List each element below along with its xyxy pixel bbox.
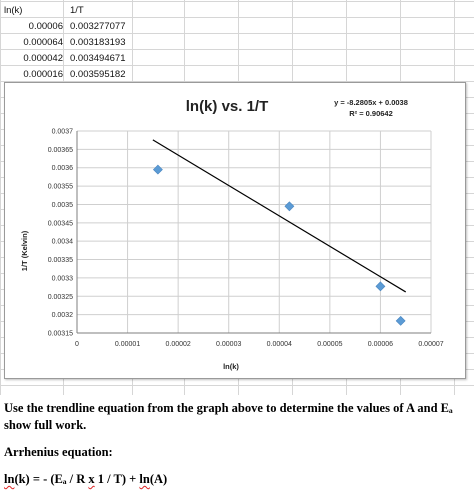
y-tick-label: 0.0033 — [52, 275, 74, 282]
r-squared-label[interactable]: R² = 0.90642 — [349, 109, 393, 118]
x-tick-label: 0.00006 — [368, 341, 393, 348]
y-axis-label: 1/T (Kelvin) — [20, 230, 29, 271]
y-tick-label: 0.0036 — [52, 165, 74, 172]
data-point[interactable] — [152, 164, 163, 175]
y-tick-label: 0.00335 — [48, 257, 73, 264]
cell-a5[interactable]: 0.000016 — [23, 69, 63, 80]
y-tick-label: 0.00325 — [48, 294, 73, 301]
formula-rest: 1 / T) + — [94, 472, 140, 486]
y-tick-label: 0.0037 — [52, 129, 74, 136]
cell-b3[interactable]: 0.003183193 — [70, 37, 126, 48]
header-lnk[interactable]: ln(k) — [4, 5, 23, 16]
chart-title[interactable]: ln(k) vs. 1/T — [186, 98, 269, 115]
trendline[interactable] — [152, 139, 407, 293]
cell-b4[interactable]: 0.003494671 — [70, 53, 126, 64]
arrhenius-formula: ln(k) = - (Eₐ / R x 1 / T) + ln(A) — [4, 471, 470, 488]
y-tick-labels: 0.00315 0.0032 0.00325 0.0033 0.00335 0.0034 0… — [48, 129, 73, 338]
data-point[interactable] — [284, 201, 295, 212]
cell-b5[interactable]: 0.003595182 — [70, 69, 126, 80]
x-tick-label: 0.00005 — [317, 341, 342, 348]
y-tick-label: 0.0035 — [52, 202, 74, 209]
gridlines — [76, 130, 432, 334]
x-tick-label: 0.00003 — [216, 341, 241, 348]
cell-a2[interactable]: 0.00006 — [28, 21, 63, 32]
formula-x: x — [88, 472, 95, 486]
chart-container[interactable]: 0.00315 0.0032 0.00325 0.0033 0.00335 0.0034 0… — [4, 82, 466, 379]
y-tick-label: 0.00355 — [48, 184, 73, 191]
y-tick-label: 0.00315 — [48, 331, 73, 338]
x-tick-label: 0.00001 — [115, 341, 140, 348]
data-point[interactable] — [375, 281, 386, 292]
spreadsheet: ln(k) 1/T 0.00006 0.003277077 0.000064 0… — [0, 0, 474, 395]
y-tick-label: 0.0034 — [52, 239, 74, 246]
header-inv-t[interactable]: 1/T — [70, 5, 84, 16]
y-tick-label: 0.00365 — [48, 147, 73, 154]
instruction-text: Use the trendline equation from the grap… — [4, 401, 453, 432]
y-tick-label: 0.0032 — [52, 312, 74, 319]
formula-middle: (k) = - (Eₐ / R — [14, 472, 89, 486]
cell-b2[interactable]: 0.003277077 — [70, 21, 126, 32]
data-point[interactable] — [395, 315, 406, 326]
scatter-plot: 0.00315 0.0032 0.00325 0.0033 0.00335 0.0034 0… — [20, 98, 444, 371]
trendline-equation[interactable]: y = -8.2805x + 0.0038 — [334, 98, 408, 107]
cell-a4[interactable]: 0.000042 — [23, 53, 63, 64]
arrhenius-label: Arrhenius equation: — [4, 445, 113, 459]
question-text: Use the trendline equation from the grap… — [4, 400, 470, 498]
axes — [76, 131, 431, 334]
data-points — [152, 164, 406, 326]
y-tick-label: 0.00345 — [48, 220, 73, 227]
formula-ln-a: ln — [139, 472, 150, 486]
formula-end: (A) — [149, 472, 168, 486]
formula-ln: ln — [4, 472, 15, 486]
x-tick-labels: 0 0.00001 0.00002 0.00003 0.00004 0.00005 0.00… — [75, 341, 444, 348]
x-tick-label: 0.00004 — [267, 341, 292, 348]
cell-a3[interactable]: 0.000064 — [23, 37, 63, 48]
x-tick-label: 0.00002 — [165, 341, 190, 348]
x-tick-label: 0.00007 — [418, 341, 443, 348]
x-axis-label: ln(k) — [223, 362, 239, 371]
x-tick-label: 0 — [75, 341, 79, 348]
